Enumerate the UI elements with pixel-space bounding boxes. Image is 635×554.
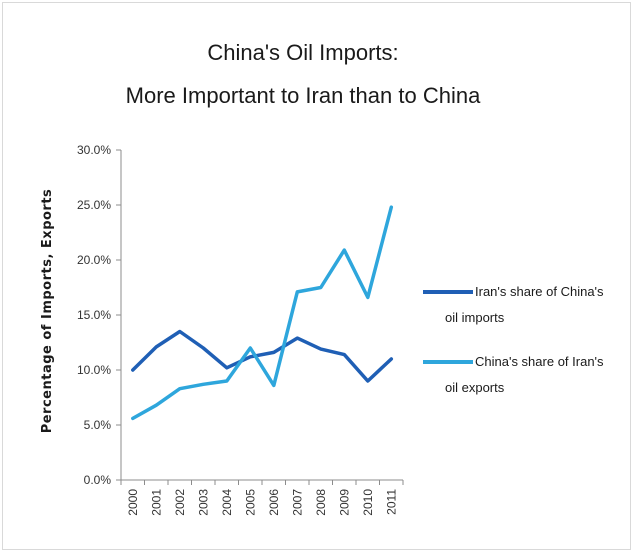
y-tick-label: 30.0%: [77, 143, 111, 157]
chart-title-line-2: More Important to Iran than to China: [126, 83, 481, 108]
series-lines: [131, 205, 394, 421]
x-tick-labels: 2000 2001 2002 2003 2004 2005 2006 2007 2008 2009…: [126, 489, 399, 516]
legend-label: oil imports: [445, 310, 505, 325]
axes: [116, 149, 404, 485]
chart-title-line-1: China's Oil Imports:: [207, 40, 398, 65]
x-tick-label: 2000: [126, 489, 140, 516]
x-tick-label: 2008: [314, 489, 328, 516]
chart: China's Oil Imports: More Important to I…: [40, 40, 604, 516]
y-tick-label: 25.0%: [77, 198, 111, 212]
y-tick-label: 0.0%: [84, 473, 112, 487]
x-tick-label: 2009: [337, 489, 351, 516]
x-tick-label: 2004: [220, 489, 234, 516]
x-tick-label: 2005: [243, 489, 257, 516]
y-tick-label: 5.0%: [84, 418, 112, 432]
series-line-1: [131, 329, 394, 383]
y-tick-label: 10.0%: [77, 363, 111, 377]
y-axis-label: Percentage of Imports, Exports: [40, 189, 55, 434]
x-tick-label: 2011: [384, 489, 398, 515]
series-line-2: [131, 205, 394, 421]
y-tick-label: 20.0%: [77, 253, 111, 267]
legend: Iran's share of China's oil imports China'…: [423, 284, 604, 395]
x-tick-label: 2002: [173, 489, 187, 516]
x-tick-label: 2003: [196, 489, 210, 516]
x-tick-label: 2006: [267, 489, 281, 516]
y-tick-label: 15.0%: [77, 308, 111, 322]
x-tick-label: 2007: [290, 489, 304, 516]
legend-label: Iran's share of China's: [475, 284, 604, 299]
x-tick-label: 2001: [149, 489, 163, 516]
y-tick-labels: 0.0% 5.0% 10.0% 15.0% 20.0% 25.0% 30.0%: [77, 143, 111, 487]
legend-label: China's share of Iran's: [475, 354, 604, 369]
chart-frame: China's Oil Imports: More Important to I…: [2, 2, 631, 550]
legend-label: oil exports: [445, 380, 505, 395]
x-tick-label: 2010: [361, 489, 375, 516]
